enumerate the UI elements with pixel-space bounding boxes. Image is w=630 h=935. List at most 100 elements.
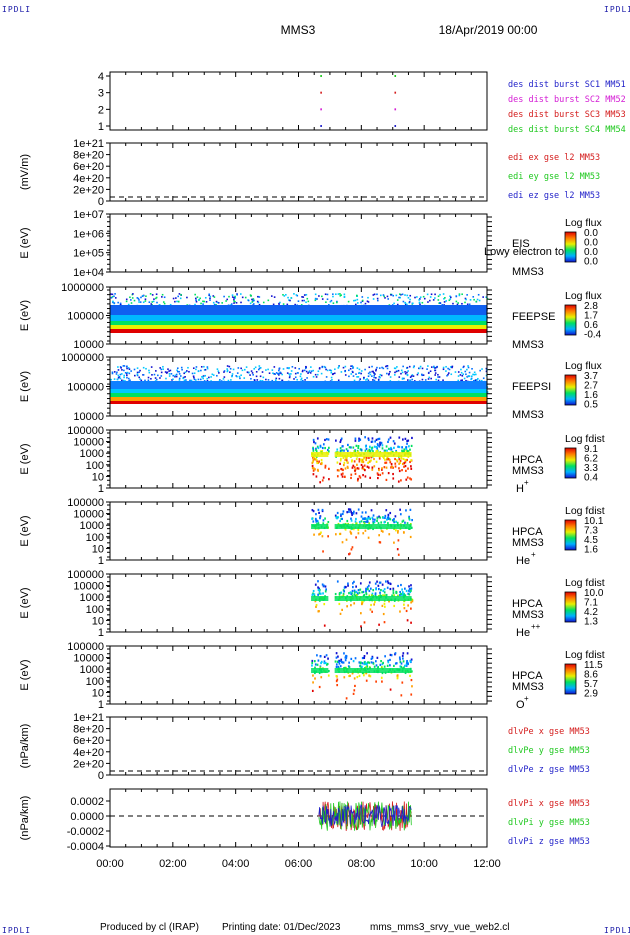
spectrogram-pixel bbox=[307, 300, 310, 303]
spectrogram-pixel bbox=[367, 661, 369, 664]
spectrogram-pixel bbox=[379, 591, 381, 594]
spectrogram-pixel bbox=[328, 446, 330, 449]
spectrogram-pixel bbox=[147, 379, 150, 382]
y-tick-label: 100 bbox=[86, 604, 104, 616]
spectrogram-pixel bbox=[343, 676, 346, 679]
spectrogram-pixel bbox=[312, 681, 314, 684]
instrument-sub-label: MMS3 bbox=[512, 339, 544, 351]
spectrogram-pixel bbox=[325, 368, 327, 371]
spectrogram-pixel bbox=[324, 464, 327, 467]
spectrogram-pixel bbox=[433, 366, 435, 369]
spectrogram-pixel bbox=[379, 373, 382, 376]
spectrogram-pixel bbox=[363, 661, 366, 664]
spectrogram-pixel bbox=[290, 373, 292, 375]
y-tick-label: 4 bbox=[98, 71, 104, 83]
y-tick-label: 10000 bbox=[73, 653, 104, 665]
y-tick-label: 1e+06 bbox=[73, 228, 104, 240]
spectrogram-pixel bbox=[435, 366, 438, 369]
spectrogram-pixel bbox=[467, 375, 469, 378]
spectrogram-pixel bbox=[312, 375, 315, 378]
spectrogram-pixel bbox=[364, 302, 367, 305]
spectrogram-pixel bbox=[359, 661, 362, 664]
spectrogram-pixel bbox=[364, 449, 367, 452]
spectrogram-pixel bbox=[356, 592, 359, 595]
y-axis-label: E (eV) bbox=[19, 515, 31, 546]
spectrogram-pixel bbox=[403, 599, 405, 603]
spectrogram-pixel bbox=[320, 462, 323, 466]
spectrogram-pixel bbox=[353, 466, 356, 469]
spectrogram-pixel bbox=[351, 546, 354, 549]
colorbar-tick-label: 7.3 bbox=[584, 526, 598, 537]
spectrogram-pixel bbox=[377, 467, 380, 470]
spectrogram-pixel bbox=[318, 685, 321, 689]
spectrogram-pixel bbox=[364, 468, 366, 472]
spectrogram-pixel bbox=[311, 467, 314, 470]
spectrogram-pixel bbox=[347, 522, 350, 526]
spectrogram-pixel bbox=[168, 373, 171, 375]
spectrogram-pixel bbox=[186, 296, 188, 299]
spectrogram-pixel bbox=[256, 300, 259, 303]
spectrogram-pixel bbox=[118, 376, 121, 378]
spectrogram-pixel bbox=[364, 445, 367, 448]
spectrogram-pixel bbox=[145, 367, 147, 370]
spectrogram-band-1 bbox=[110, 315, 487, 321]
spectrogram-pixel bbox=[336, 660, 339, 663]
spectrogram-pixel bbox=[393, 374, 396, 376]
spectrogram-pixel bbox=[303, 294, 306, 296]
spectrogram-pixel bbox=[301, 296, 303, 298]
spectrogram-pixel bbox=[373, 603, 376, 606]
spectrogram-pixel bbox=[402, 457, 405, 461]
spectrogram-pixel bbox=[395, 662, 398, 665]
spectrogram-pixel bbox=[338, 469, 340, 472]
spectrogram-pixel bbox=[231, 375, 233, 378]
spectrogram-pixel bbox=[351, 513, 353, 516]
spectrogram-pixel bbox=[449, 298, 452, 300]
colorbar-tick-label: 0.6 bbox=[584, 320, 598, 331]
spectrogram-pixel bbox=[390, 462, 393, 466]
spectrogram-pixel bbox=[361, 671, 364, 675]
spectrogram-pixel bbox=[371, 448, 373, 451]
spectrogram-pixel bbox=[328, 304, 330, 306]
colorbar-title: Log flux bbox=[565, 290, 603, 302]
spectrogram-pixel bbox=[443, 301, 446, 303]
spectrogram-pixel bbox=[312, 674, 314, 677]
spectrogram-pixel bbox=[322, 443, 325, 446]
spectrogram-pixel bbox=[322, 592, 324, 595]
spectrogram-pixel bbox=[406, 458, 408, 462]
spectrogram-pixel bbox=[409, 508, 412, 511]
spectrogram-pixel bbox=[179, 375, 182, 377]
spectrogram-band-4 bbox=[110, 329, 487, 333]
spectrogram-pixel bbox=[150, 303, 153, 305]
spectrogram-pixel bbox=[288, 299, 290, 301]
spectrogram-pixel bbox=[336, 580, 339, 583]
spectrogram-pixel bbox=[411, 600, 414, 603]
spectrogram-pixel bbox=[316, 459, 318, 462]
spectrogram-pixel bbox=[360, 602, 363, 606]
spectrogram-pixel bbox=[393, 302, 395, 305]
spectrogram-pixel bbox=[407, 467, 409, 470]
spectrogram-pixel bbox=[317, 586, 319, 589]
spectrogram-pixel bbox=[122, 365, 125, 367]
spectrogram-pixel bbox=[119, 304, 122, 306]
spectrogram-pixel bbox=[392, 519, 395, 522]
spectrogram-pixel bbox=[312, 449, 315, 452]
spectrogram-pixel bbox=[434, 374, 436, 376]
spectrogram-pixel bbox=[358, 460, 361, 463]
spectrogram-pixel bbox=[416, 373, 419, 376]
spectrogram-pixel bbox=[238, 375, 241, 378]
spectrogram-pixel bbox=[383, 588, 386, 591]
spectrogram-pixel bbox=[195, 379, 197, 381]
spectrogram-pixel bbox=[368, 522, 371, 525]
spectrogram-pixel bbox=[438, 376, 441, 378]
spectrogram-pixel bbox=[304, 367, 307, 370]
spectrogram-pixel bbox=[335, 656, 338, 659]
spectrogram-pixel bbox=[480, 379, 483, 382]
spectrogram-pixel bbox=[381, 468, 383, 471]
spectrogram-pixel bbox=[274, 379, 277, 381]
y-tick-label: 8e+20 bbox=[73, 150, 104, 162]
spectrogram-pixel bbox=[368, 661, 371, 664]
spectrogram-pixel bbox=[251, 298, 253, 301]
spectrogram-pixel bbox=[356, 302, 359, 304]
spectrogram-pixel bbox=[201, 376, 203, 378]
spectrogram-pixel bbox=[159, 367, 161, 369]
